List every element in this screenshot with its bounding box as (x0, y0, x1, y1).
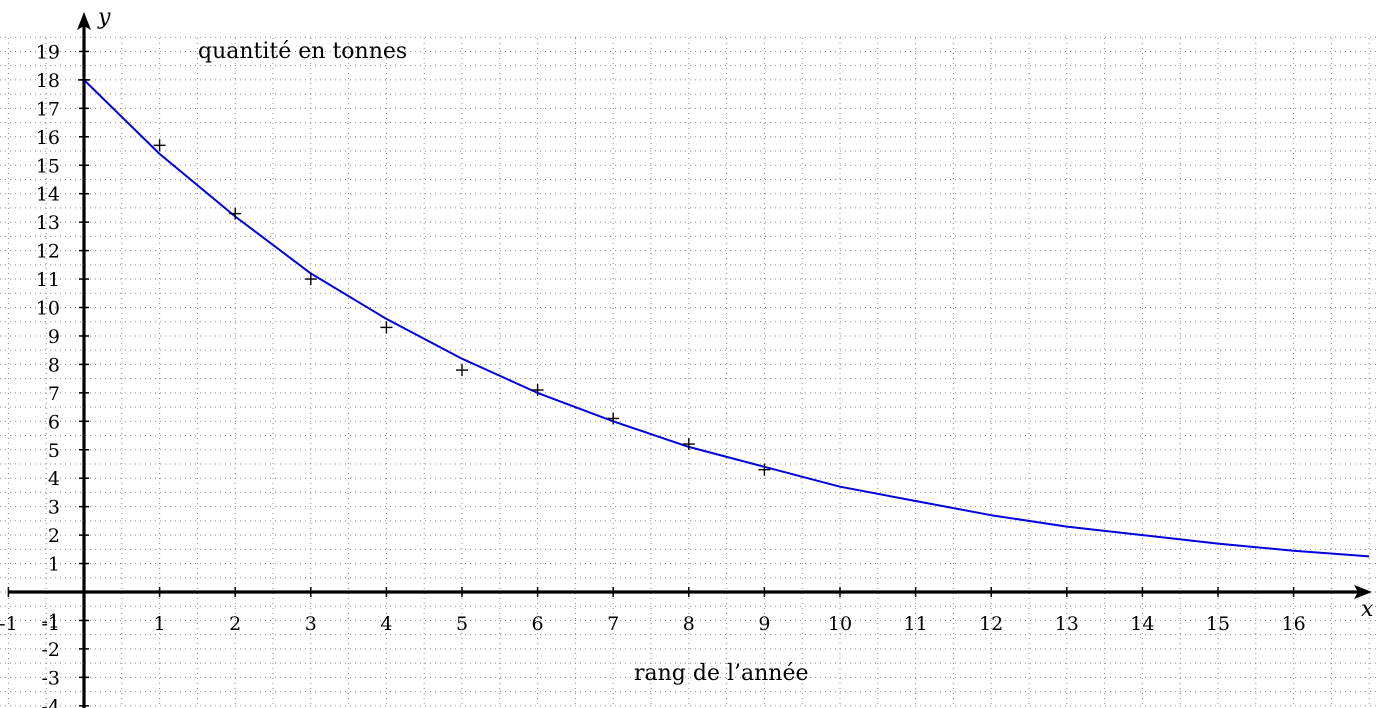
x-tick-label: 8 (683, 613, 695, 635)
y-tick-label: 11 (36, 269, 60, 291)
axes (8, 12, 1372, 708)
x-axis-name: x (1361, 597, 1374, 622)
y-tick-label: 1 (48, 554, 60, 576)
y-tick-label: 12 (36, 241, 60, 263)
data-point (380, 321, 392, 333)
y-tick-label: -3 (41, 667, 60, 689)
x-tick-label: 4 (380, 613, 392, 635)
x-tick-label: 12 (979, 613, 1003, 635)
y-tick-label: 17 (36, 98, 60, 120)
y-tick-label: 15 (36, 155, 60, 177)
x-tick-label: 2 (229, 613, 241, 635)
x-tick-label: 3 (305, 613, 317, 635)
x-axis-annotation: rang de l’année (634, 661, 809, 686)
x-tick-label: 16 (1282, 613, 1306, 635)
y-tick-label: 14 (36, 184, 60, 206)
x-tick-label: 11 (904, 613, 928, 635)
y-tick-label: -2 (41, 639, 60, 661)
y-tick-label: 4 (48, 468, 60, 490)
x-tick-label: 13 (1055, 613, 1079, 635)
data-point (229, 208, 241, 220)
y-axis-name: y (97, 5, 111, 30)
x-tick-label: 14 (1130, 613, 1154, 635)
x-tick-label: 7 (607, 613, 619, 635)
y-tick-label: 3 (48, 497, 60, 519)
x-tick-label: 5 (456, 613, 468, 635)
tick-labels: -1 1 2 3 4 5 6 7 8 9 10 11 12 13 14 15 16-4-3-2-11234567… (0, 41, 1306, 708)
y-axis-annotation: quantité en tonnes (198, 39, 407, 64)
y-tick-label: 9 (48, 326, 60, 348)
x-tick-label: 10 (828, 613, 852, 635)
x-tick-label: 6 (532, 613, 544, 635)
x-tick-label: 1 (154, 613, 166, 635)
x-tick-label: 15 (1206, 613, 1230, 635)
y-tick-label: 16 (36, 127, 60, 149)
x-tick-label: -1 (0, 613, 18, 635)
x-tick-label: 9 (758, 613, 770, 635)
data-points-layer (78, 74, 770, 476)
y-tick-label: 7 (48, 383, 60, 405)
grid (0, 37, 1376, 708)
y-tick-label: 19 (36, 41, 60, 63)
y-tick-label: 13 (36, 212, 60, 234)
y-tick-label: 10 (36, 298, 60, 320)
y-tick-label: 6 (48, 411, 60, 433)
y-tick-label: 18 (36, 70, 60, 92)
y-tick-label: 2 (48, 525, 60, 547)
y-tick-label: 8 (48, 354, 60, 376)
y-tick-label: -4 (41, 696, 60, 708)
y-tick-label: 5 (48, 440, 60, 462)
y-tick-label: -1 (41, 613, 60, 635)
data-point (456, 364, 468, 376)
